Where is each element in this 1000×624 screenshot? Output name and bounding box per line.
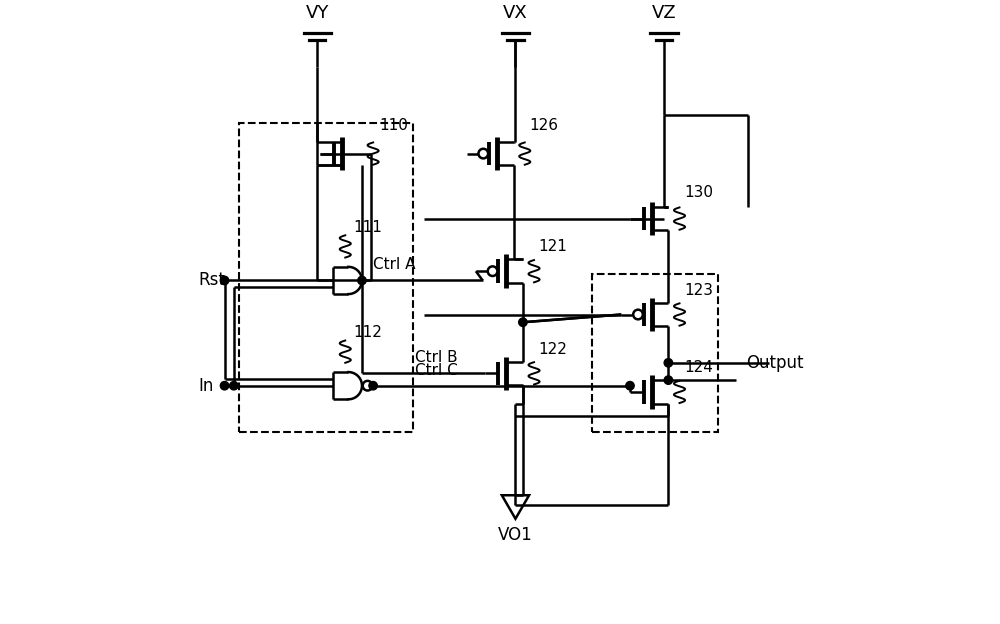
Circle shape [363, 381, 372, 391]
Text: Ctrl A: Ctrl A [373, 257, 416, 272]
Text: VO1: VO1 [498, 526, 533, 544]
Text: 110: 110 [379, 118, 408, 133]
Text: 122: 122 [538, 341, 567, 356]
Circle shape [519, 318, 527, 326]
Text: VY: VY [306, 4, 329, 22]
Circle shape [220, 276, 229, 285]
Text: Output: Output [746, 354, 803, 372]
Circle shape [478, 149, 488, 158]
Text: Ctrl C: Ctrl C [415, 363, 457, 378]
Text: VX: VX [503, 4, 528, 22]
Bar [239, 123, 413, 432]
Text: 111: 111 [353, 220, 382, 235]
Circle shape [230, 381, 238, 390]
Text: In: In [199, 377, 214, 395]
Circle shape [664, 376, 673, 384]
Circle shape [220, 381, 229, 390]
Circle shape [488, 266, 497, 276]
Text: Rst: Rst [199, 271, 225, 290]
Text: Ctrl B: Ctrl B [415, 350, 457, 365]
Text: 123: 123 [684, 283, 713, 298]
Circle shape [626, 381, 634, 390]
Text: VZ: VZ [652, 4, 676, 22]
Text: 126: 126 [529, 118, 558, 133]
Circle shape [369, 381, 377, 390]
Bar [592, 275, 718, 432]
Circle shape [664, 359, 673, 367]
Circle shape [633, 310, 643, 319]
Text: 112: 112 [353, 325, 382, 341]
Text: 124: 124 [684, 360, 713, 375]
Circle shape [358, 276, 366, 285]
Text: 121: 121 [538, 240, 567, 255]
Text: 130: 130 [684, 185, 713, 200]
